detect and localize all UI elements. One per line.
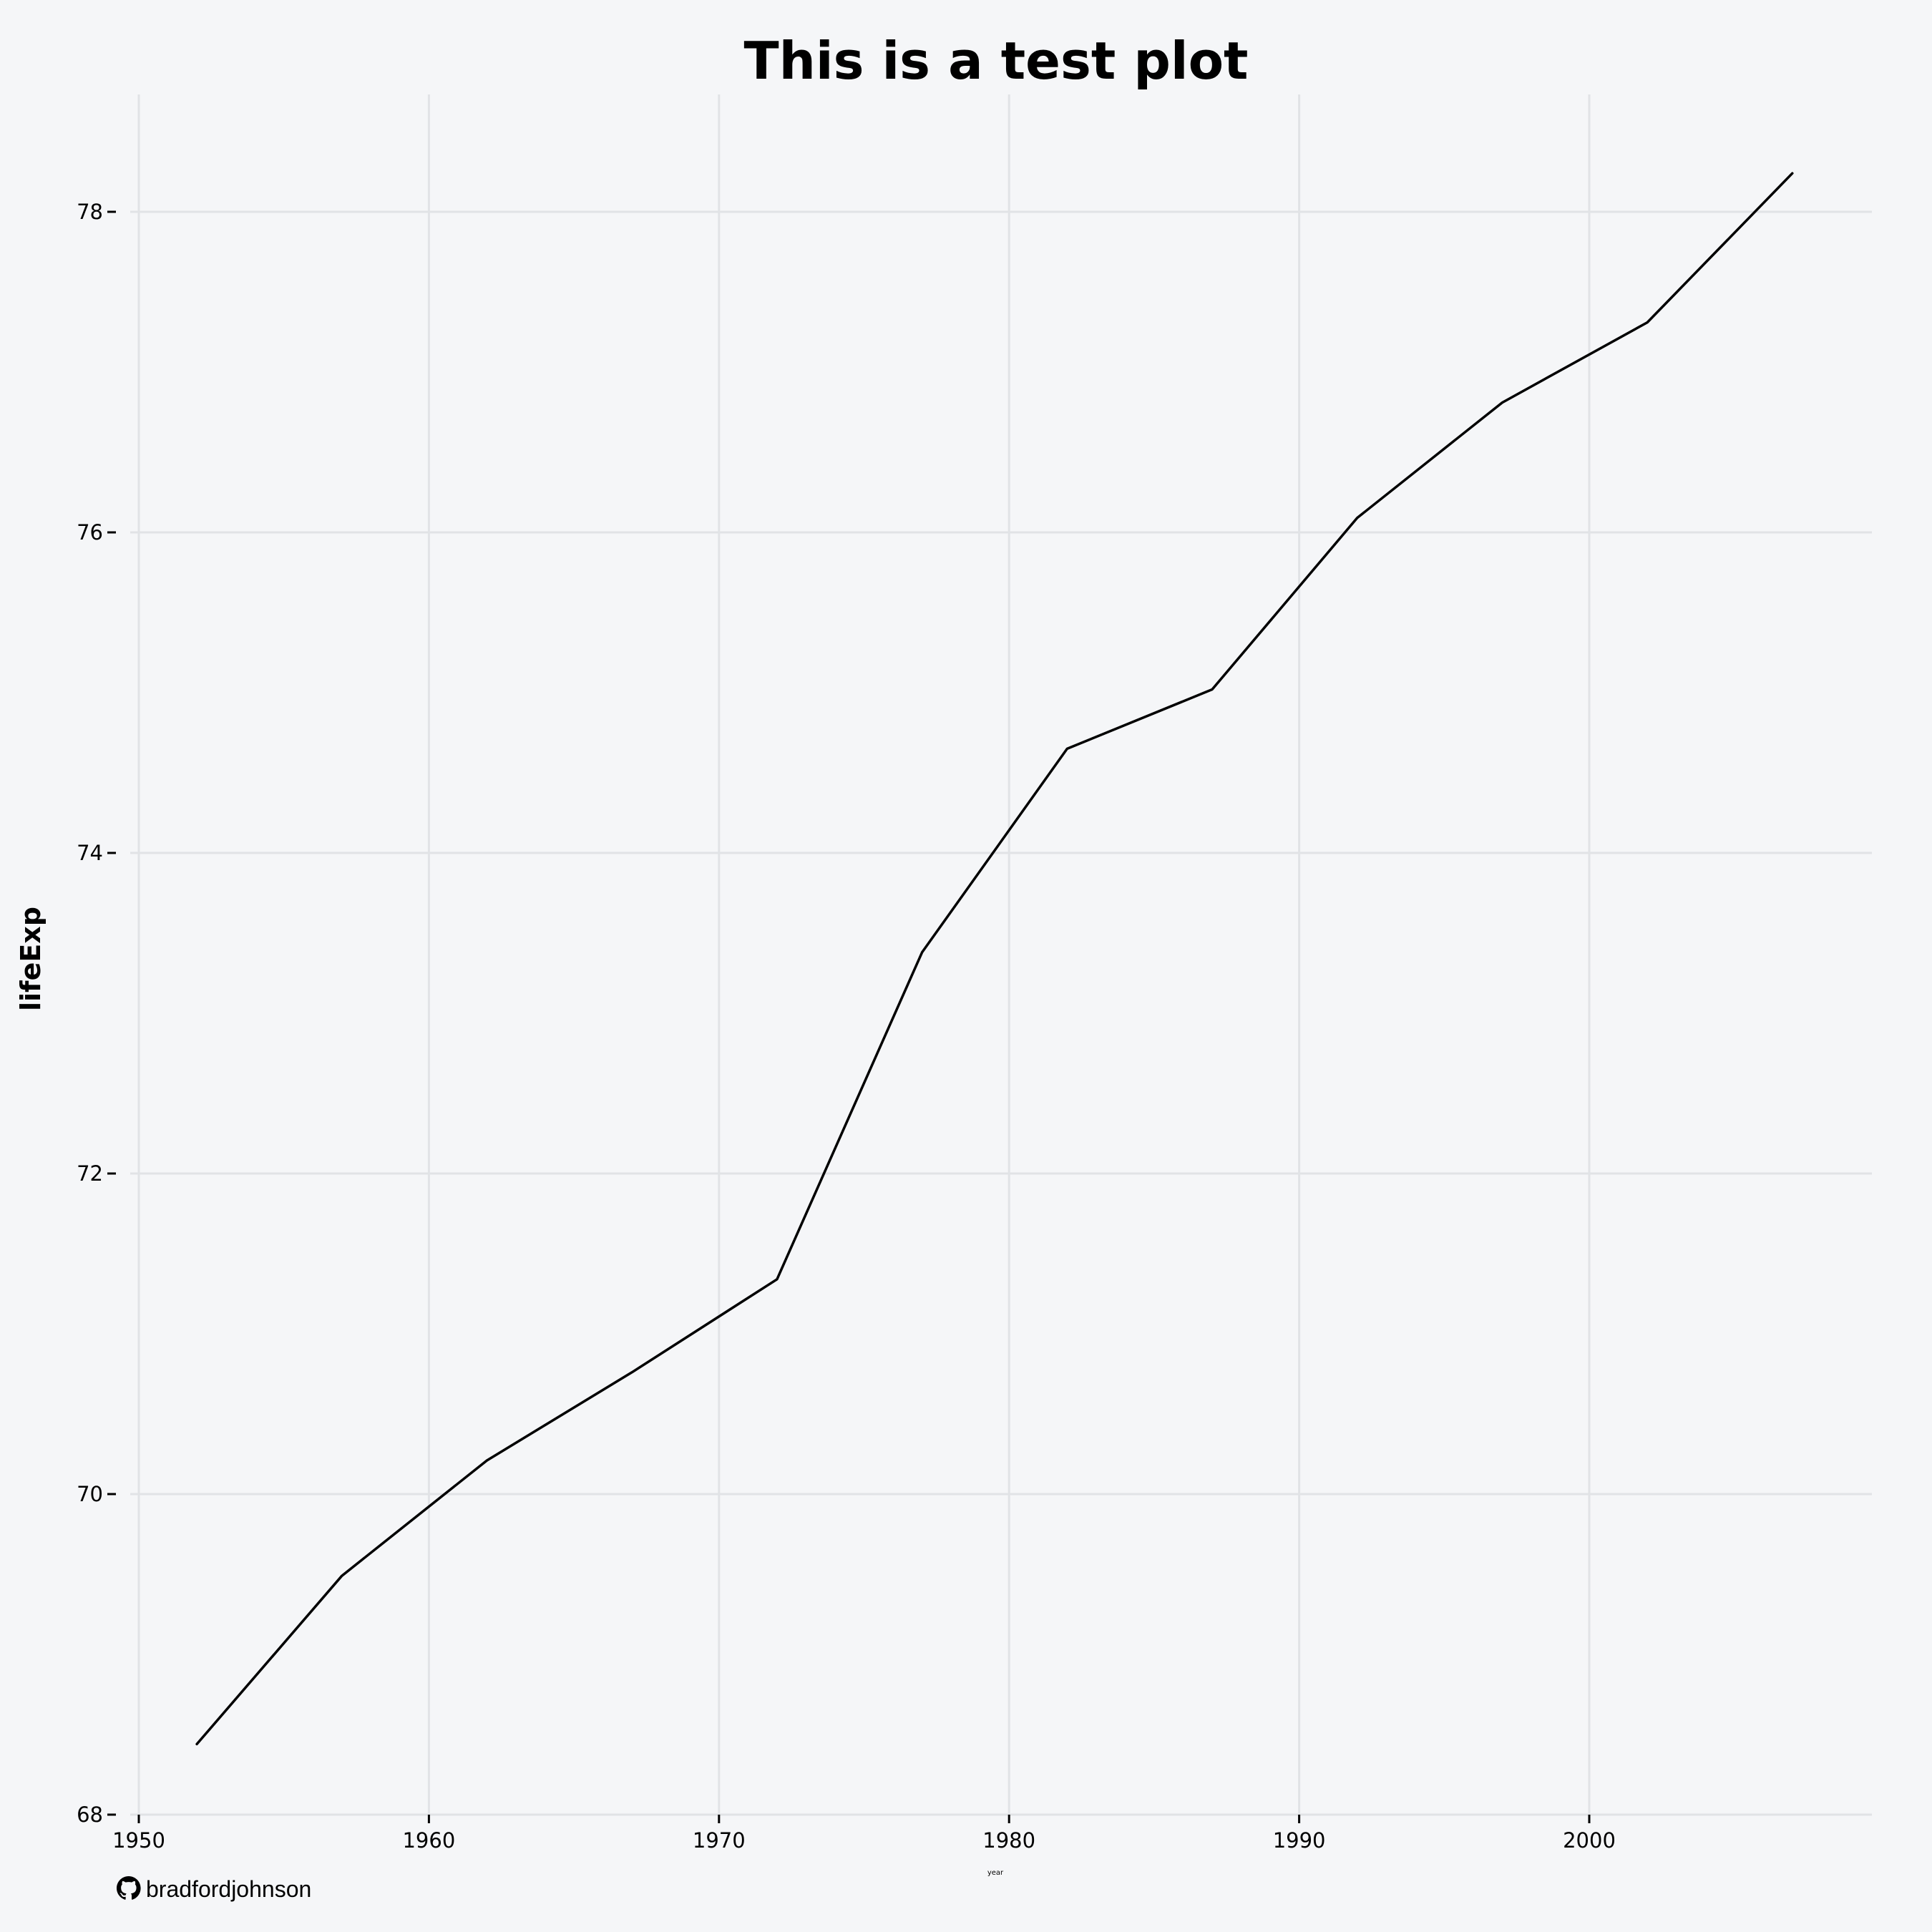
y-tick-label: 70: [77, 1482, 103, 1506]
x-tick-label: 1970: [693, 1828, 746, 1853]
y-tick-label: 76: [77, 520, 103, 545]
series-line: [195, 172, 1794, 1746]
series-layer: [195, 172, 1794, 1746]
y-tick-label: 72: [77, 1161, 103, 1186]
x-tick-label: 1950: [112, 1828, 165, 1853]
y-tick-label: 68: [77, 1802, 103, 1827]
y-tick-label: 78: [77, 200, 103, 224]
x-axis-label: year: [987, 1869, 1004, 1877]
y-tick-label: 74: [77, 841, 103, 865]
x-tick-label: 1960: [402, 1828, 455, 1853]
grid: [130, 94, 1872, 1816]
caption-text: bradfordjohnson: [146, 1876, 311, 1902]
axis-ticks: 1950 1960 1970 1980 1990 2000 68 70 72 74 76 78: [77, 200, 1616, 1853]
github-icon: [117, 1876, 141, 1900]
x-tick-label: 1980: [982, 1828, 1035, 1853]
x-tick-label: 2000: [1563, 1828, 1616, 1853]
caption: bradfordjohnson: [117, 1876, 311, 1902]
chart-title: This is a test plot: [744, 31, 1249, 91]
y-axis-label: lifeExp: [15, 907, 47, 1011]
x-tick-label: 1990: [1273, 1828, 1326, 1853]
